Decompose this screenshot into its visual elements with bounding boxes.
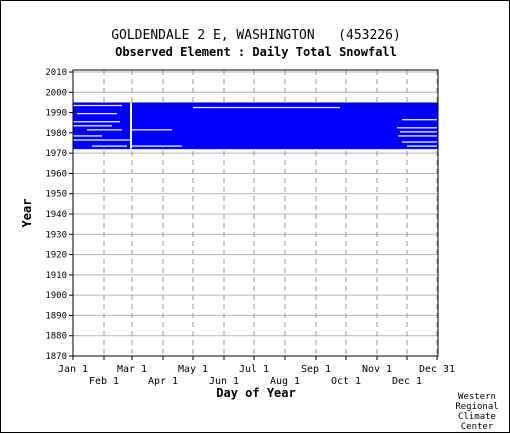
y-tick-label: 1870 bbox=[45, 352, 67, 362]
credit-line-4: Center bbox=[461, 422, 494, 432]
x-tick-label: Apr 1 bbox=[148, 376, 178, 387]
missing-data-gap bbox=[73, 121, 120, 123]
y-tick-label: 1900 bbox=[45, 291, 67, 301]
y-tick-label: 1920 bbox=[45, 251, 67, 261]
y-tick-label: 1880 bbox=[45, 332, 67, 342]
x-tick-label: Aug 1 bbox=[270, 376, 300, 387]
y-axis-label: Year bbox=[20, 199, 34, 228]
x-tick-label: Dec 1 bbox=[392, 376, 422, 387]
x-tick-label: Jul 1 bbox=[239, 364, 269, 375]
y-tick-label: 1890 bbox=[45, 311, 67, 321]
y-tick-label: 1990 bbox=[45, 109, 67, 119]
missing-data-gap bbox=[73, 125, 112, 127]
credit-line-3: Climate bbox=[458, 412, 496, 422]
missing-data-gap bbox=[397, 127, 437, 129]
x-axis-ticks: Jan 1 Mar 1 May 1 Jul 1 Sep 1 Nov 1 Dec 31 Feb … bbox=[58, 356, 455, 387]
x-tick-label: May 1 bbox=[178, 364, 208, 375]
y-tick-label: 2000 bbox=[45, 88, 67, 98]
y-tick-label: 1970 bbox=[45, 149, 67, 159]
x-axis-label: Day of Year bbox=[216, 386, 295, 400]
x-tick-label: Mar 1 bbox=[117, 364, 147, 375]
x-tick-label: Sep 1 bbox=[301, 364, 331, 375]
y-axis-ticks: 2010 2000 1990 1980 1970 1960 1950 1940 1930 1920… bbox=[45, 68, 73, 362]
y-tick-label: 2010 bbox=[45, 68, 67, 78]
missing-data-gap bbox=[402, 141, 437, 143]
missing-data-gap bbox=[402, 119, 437, 121]
x-tick-label: Oct 1 bbox=[331, 376, 361, 387]
missing-data-gap bbox=[73, 135, 102, 137]
x-tick-label: Jan 1 bbox=[58, 364, 88, 375]
data-coverage bbox=[73, 102, 438, 150]
y-tick-label: 1950 bbox=[45, 190, 67, 200]
y-tick-label: 1940 bbox=[45, 210, 67, 220]
credit-line-2: Regional bbox=[455, 402, 498, 412]
x-tick-label: Nov 1 bbox=[362, 364, 392, 375]
missing-data-gap bbox=[73, 139, 130, 141]
missing-data-gap bbox=[130, 102, 132, 149]
wrcc-credit: Western Regional Climate Center bbox=[455, 392, 498, 432]
plot-area bbox=[72, 69, 439, 357]
missing-data-gap bbox=[398, 135, 437, 137]
y-tick-label: 1910 bbox=[45, 271, 67, 281]
missing-data-gap bbox=[92, 145, 127, 147]
x-tick-label: Dec 31 bbox=[419, 364, 455, 375]
data-region bbox=[73, 102, 438, 150]
missing-data-gap bbox=[132, 129, 172, 131]
chart-subtitle: Observed Element : Daily Total Snowfall bbox=[115, 45, 397, 59]
missing-data-gap bbox=[193, 106, 340, 109]
chart-title: GOLDENDALE 2 E, WASHINGTON (453226) bbox=[111, 28, 401, 43]
y-tick-label: 1980 bbox=[45, 129, 67, 139]
x-tick-label: Jun 1 bbox=[209, 376, 239, 387]
missing-data-gap bbox=[77, 113, 117, 115]
y-tick-label: 1960 bbox=[45, 169, 67, 179]
credit-line-1: Western bbox=[458, 392, 496, 402]
x-tick-label: Feb 1 bbox=[89, 376, 119, 387]
missing-data-gap bbox=[73, 104, 122, 107]
missing-data-gap bbox=[132, 145, 182, 147]
missing-data-gap bbox=[87, 129, 122, 131]
missing-data-gap bbox=[407, 145, 437, 147]
y-tick-label: 1930 bbox=[45, 230, 67, 240]
missing-data-gap bbox=[400, 131, 437, 133]
